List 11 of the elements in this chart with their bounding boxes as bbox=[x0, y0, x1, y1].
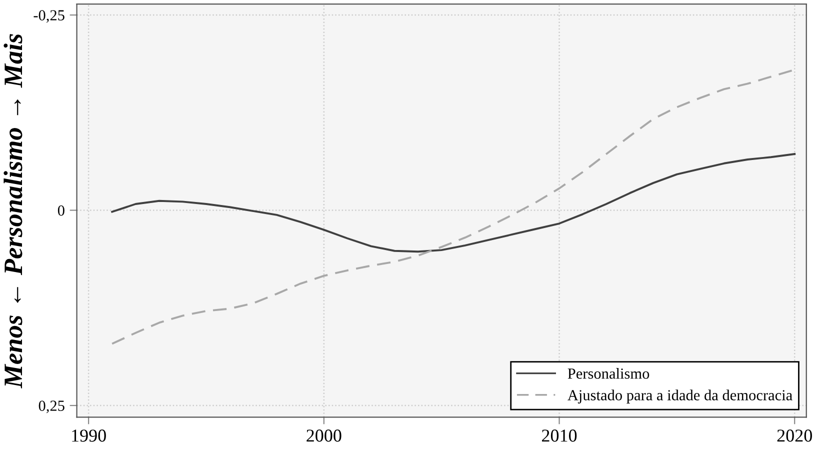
y-axis-title: Menos ← Personalismo → Mais bbox=[4, 34, 22, 388]
y-tick-label: 0 bbox=[58, 205, 64, 216]
y-tick-label: -0,25 bbox=[34, 10, 64, 23]
x-tick-label: 2020 bbox=[777, 430, 812, 442]
legend-label: Personalismo bbox=[568, 368, 650, 379]
y-tick-label: 0,25 bbox=[38, 400, 64, 414]
line-series bbox=[111, 153, 796, 253]
x-tick-label: 1990 bbox=[72, 430, 106, 442]
legend-label: Ajustado para a idade da democracia bbox=[568, 390, 792, 404]
x-tick-label: 2000 bbox=[306, 430, 342, 442]
x-tick-label: 2010 bbox=[542, 430, 577, 442]
